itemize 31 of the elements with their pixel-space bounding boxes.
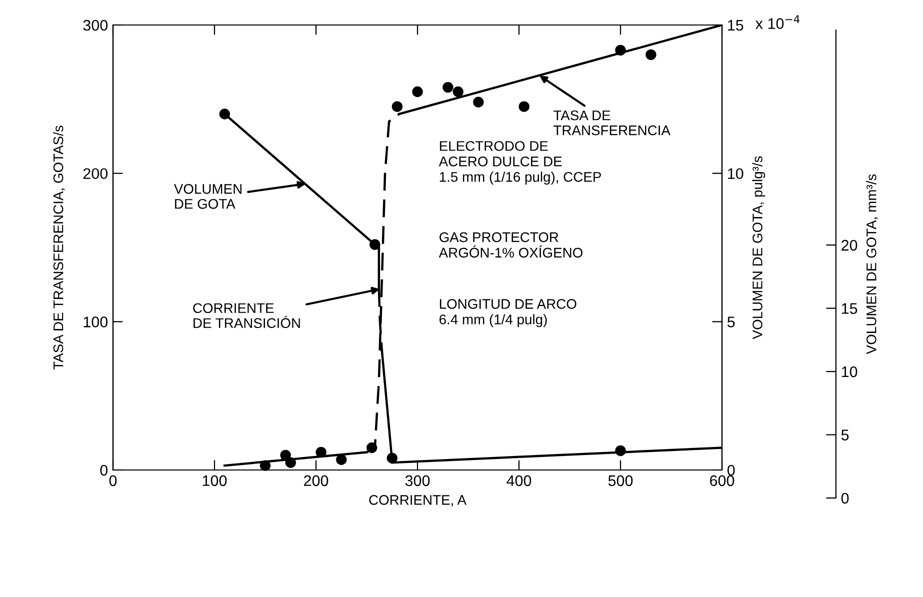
annotation: VOLUMEN DE GOTA: [174, 184, 242, 209]
annotation: TASA DE TRANSFERENCIA: [554, 110, 670, 136]
x-tick-label: 500: [608, 475, 633, 486]
annotation: GAS PROTECTOR ARGÓN-1% OXÍGENO: [438, 232, 582, 258]
y-tick-label: 0: [100, 464, 108, 476]
annotation: CORRIENTE DE TRANSICIÓN: [193, 303, 300, 328]
y-tick-label: 100: [84, 316, 108, 328]
y3-tick-label: 10: [842, 366, 858, 378]
y2-axis-title: VOLUMEN DE GOTA, pulg³/s: [752, 156, 766, 340]
y2-tick-label: 0: [727, 464, 735, 476]
annotation: LONGITUD DE ARCO 6.4 mm (1/4 pulg): [440, 299, 576, 328]
y-tick-label: 200: [83, 168, 108, 180]
y2-tick-label: 15: [728, 20, 744, 31]
y3-tick-label: 15: [842, 303, 858, 314]
x-tick-label: 0: [109, 475, 117, 486]
y3-tick-label: 0: [841, 492, 849, 504]
annotation: ELECTRODO DE ACERO DULCE DE 1.5 mm (1/16 pulg), CCEP: [438, 141, 601, 185]
text: x 10$^{−4}$: [756, 15, 800, 29]
y2-tick-label: 10: [728, 168, 744, 180]
x-tick-label: 100: [202, 475, 227, 486]
y3-axis-title: VOLUMEN DE GOTA, mm³/s: [866, 174, 878, 354]
x-tick-label: 300: [405, 475, 430, 486]
x-tick-label: 600: [710, 475, 734, 486]
y-axis-title: TASA DE TRANSFERENCIA, GOTAS/s: [53, 126, 65, 370]
y3-tick-label: 20: [842, 240, 858, 251]
x-tick-label: 400: [506, 475, 532, 486]
y3-tick-label: 5: [841, 430, 849, 440]
x-axis-title: CORRIENTE, A: [369, 495, 466, 506]
y-tick-label: 300: [83, 20, 108, 31]
x-tick-label: 200: [304, 475, 328, 486]
y2-tick-label: 5: [727, 316, 735, 328]
